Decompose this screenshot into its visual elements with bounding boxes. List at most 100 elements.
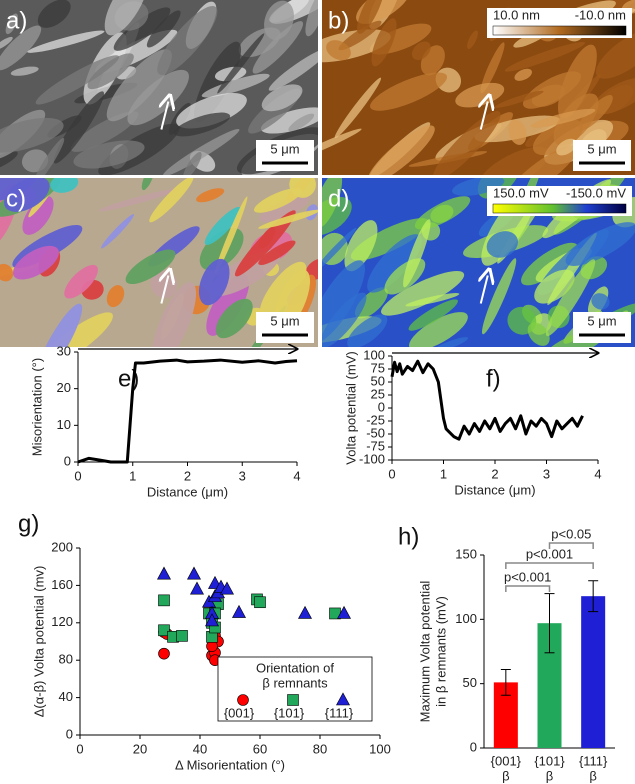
significance-label: p<0.05	[551, 526, 591, 541]
scalebar-label: 5 μm	[270, 141, 299, 156]
grain	[508, 119, 527, 145]
grain	[53, 91, 105, 164]
grain	[268, 48, 318, 91]
legend-label: {001}	[224, 705, 255, 720]
grain	[196, 188, 225, 203]
arrow	[161, 102, 168, 130]
x-tick-label: 2	[184, 468, 191, 483]
grain	[259, 226, 276, 249]
grain	[98, 188, 179, 212]
x-axis-title: Distance (μm)	[454, 482, 535, 497]
scatter-point	[335, 692, 351, 706]
x-tick-label: 1	[440, 466, 447, 481]
grain	[403, 219, 431, 288]
grain	[486, 231, 518, 258]
scalebar-box	[256, 312, 314, 343]
grain	[0, 151, 18, 172]
grain	[73, 140, 145, 169]
grain	[146, 10, 181, 48]
x-tick-sublabel: β	[502, 768, 509, 783]
grain	[504, 41, 586, 72]
grain	[35, 55, 120, 105]
scatter-point	[231, 604, 247, 618]
grain	[347, 314, 388, 347]
panel-label: c)	[6, 185, 26, 212]
grain	[289, 178, 316, 198]
panel-label: d)	[328, 185, 349, 212]
grain	[87, 53, 134, 90]
grain	[127, 69, 189, 126]
x-tick-label: 40	[193, 741, 207, 756]
scatter-point	[219, 581, 235, 595]
x-tick-label: 0	[388, 466, 395, 481]
grain	[523, 71, 581, 109]
scatter-point	[254, 596, 266, 609]
grain	[481, 258, 517, 335]
colorbar	[492, 25, 627, 36]
y-tick-label: 120	[51, 614, 73, 629]
grain	[5, 13, 18, 35]
y-tick-label: 20	[57, 380, 71, 395]
x-tick-label: 100	[369, 741, 391, 756]
scatter-point	[158, 647, 170, 660]
grain	[0, 25, 42, 71]
x-tick-label: 3	[239, 468, 246, 483]
grain	[514, 68, 532, 81]
y-tick-label: 100	[363, 347, 385, 362]
x-tick-sublabel: β	[589, 768, 596, 783]
y-tick-label: 30	[57, 343, 71, 358]
arrow	[161, 276, 168, 304]
y-tick-label: -75	[366, 438, 385, 453]
grain	[64, 264, 98, 299]
grain	[0, 117, 64, 153]
grain	[0, 263, 14, 282]
panel-label: f)	[486, 365, 501, 392]
y-axis-title: Misorientation (°)	[29, 358, 44, 456]
scalebar-box	[573, 140, 631, 171]
scalebar-box	[573, 312, 631, 343]
x-tick-label: 3	[543, 466, 550, 481]
grain	[22, 195, 54, 235]
scalebar-label: 5 μm	[270, 313, 299, 328]
y-tick-label: 25	[371, 386, 385, 401]
grain	[334, 77, 382, 139]
grain	[545, 259, 596, 337]
grain	[322, 178, 343, 229]
y-tick-label: -100	[359, 451, 385, 466]
panel-label: h)	[398, 523, 419, 550]
micrograph	[0, 0, 318, 175]
scatter-point	[204, 613, 220, 627]
scatter-point	[156, 566, 172, 580]
x-tick-label: 60	[253, 741, 267, 756]
grain	[556, 138, 577, 156]
legend-title: Orientation of	[256, 660, 334, 675]
grain	[217, 33, 265, 94]
grain	[508, 145, 578, 175]
grain	[36, 303, 83, 347]
grain	[70, 111, 139, 152]
grain	[381, 271, 465, 316]
colorbar-min: -10.0 nm	[575, 7, 626, 22]
scatter-point	[189, 581, 205, 595]
grain	[288, 113, 315, 132]
grain	[125, 249, 176, 285]
y-tick-label: 0	[64, 453, 71, 468]
y-axis-title: Δ(α-β) Volta potential (mv)	[31, 566, 46, 718]
scatter-point	[287, 694, 299, 706]
grain	[534, 269, 575, 304]
x-tick-label: {101}	[534, 753, 565, 768]
legend-title: β remnants	[262, 675, 328, 690]
grain	[322, 260, 365, 344]
grain	[354, 287, 388, 319]
grain	[27, 30, 105, 53]
bar	[581, 596, 606, 748]
grain	[101, 214, 134, 249]
grain	[152, 282, 197, 347]
scalebar-label: 5 μm	[587, 141, 616, 156]
grain	[4, 178, 50, 212]
grain	[370, 72, 448, 111]
legend-box	[217, 656, 373, 722]
grain	[157, 5, 218, 76]
grain	[204, 206, 242, 245]
y-tick-label: 80	[59, 652, 73, 667]
